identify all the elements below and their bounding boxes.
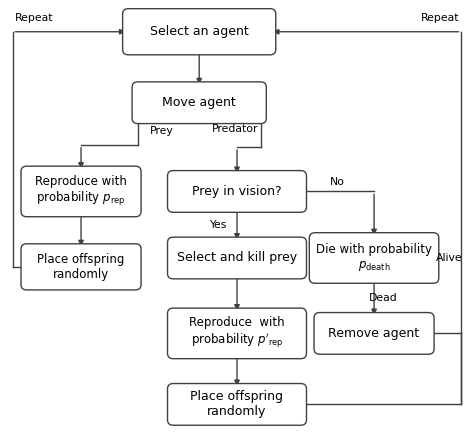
FancyBboxPatch shape [167, 170, 307, 212]
FancyBboxPatch shape [167, 308, 307, 359]
Text: Alive: Alive [436, 253, 462, 263]
FancyBboxPatch shape [21, 244, 141, 290]
Text: Select an agent: Select an agent [150, 25, 248, 38]
Text: Repeat: Repeat [15, 13, 54, 24]
Text: Remove agent: Remove agent [328, 327, 419, 340]
Text: Reproduce  with
probability $p'_{\mathrm{rep}}$: Reproduce with probability $p'_{\mathrm{… [189, 316, 285, 350]
FancyBboxPatch shape [314, 312, 434, 354]
FancyBboxPatch shape [310, 233, 439, 283]
Text: Place offspring
randomly: Place offspring randomly [37, 253, 125, 281]
Text: Prey: Prey [150, 125, 173, 136]
FancyBboxPatch shape [167, 237, 307, 279]
Text: Die with probability
$p_{\mathrm{death}}$: Die with probability $p_{\mathrm{death}}… [316, 243, 432, 273]
Text: Reproduce with
probability $p_{\mathrm{rep}}$: Reproduce with probability $p_{\mathrm{r… [35, 175, 127, 208]
Text: Prey in vision?: Prey in vision? [192, 185, 282, 198]
Text: Yes: Yes [210, 220, 227, 230]
FancyBboxPatch shape [123, 9, 276, 55]
Text: Place offspring
randomly: Place offspring randomly [191, 390, 283, 418]
FancyBboxPatch shape [21, 166, 141, 217]
Text: Dead: Dead [369, 293, 398, 303]
FancyBboxPatch shape [132, 82, 266, 124]
Text: Predator: Predator [212, 124, 258, 134]
Text: Move agent: Move agent [162, 96, 236, 109]
Text: Repeat: Repeat [420, 13, 459, 24]
Text: Select and kill prey: Select and kill prey [177, 251, 297, 264]
Text: No: No [330, 177, 345, 187]
FancyBboxPatch shape [167, 384, 307, 425]
